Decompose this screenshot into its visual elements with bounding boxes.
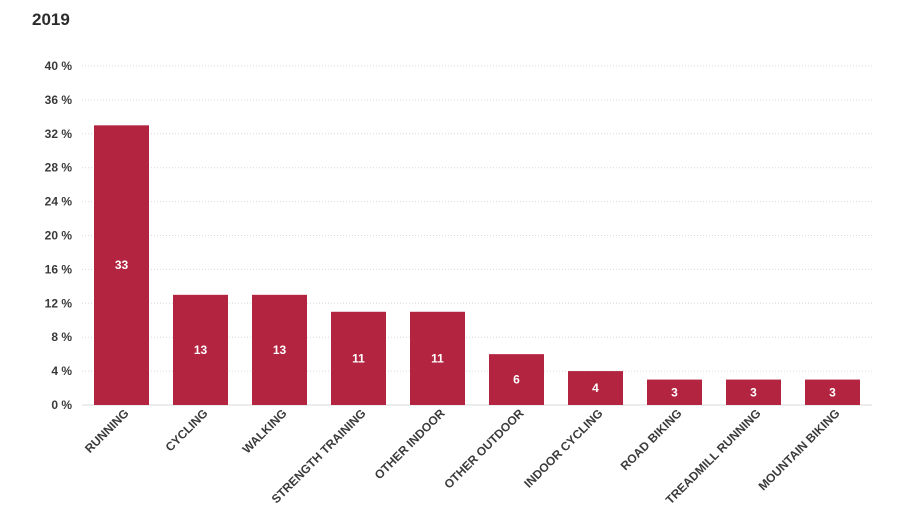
y-tick-label: 16 % — [45, 262, 73, 276]
bar — [726, 379, 781, 405]
bar — [410, 311, 465, 405]
data-label: 3 — [671, 385, 678, 399]
y-tick-label: 32 % — [45, 127, 73, 141]
data-label: 3 — [750, 385, 757, 399]
bar — [331, 311, 386, 405]
data-label: 11 — [352, 351, 365, 365]
y-tick-label: 36 % — [45, 93, 73, 107]
bar — [173, 294, 228, 405]
x-tick-label: ROAD BIKING — [618, 406, 685, 473]
data-label: 6 — [513, 373, 520, 387]
x-tick-label: CYCLING — [163, 406, 211, 454]
data-label: 33 — [115, 258, 129, 272]
y-tick-label: 24 % — [45, 195, 73, 209]
y-tick-label: 0 % — [51, 398, 72, 412]
bar — [568, 371, 623, 405]
y-tick-label: 20 % — [45, 229, 73, 243]
y-tick-label: 12 % — [45, 296, 73, 310]
bar — [805, 379, 860, 405]
x-tick-label: OTHER OUTDOOR — [441, 406, 527, 492]
y-tick-label: 40 % — [45, 59, 73, 73]
bar — [252, 294, 307, 405]
x-tick-label: WALKING — [240, 406, 290, 456]
data-label: 11 — [431, 351, 444, 365]
y-tick-label: 28 % — [45, 161, 73, 175]
x-tick-label: RUNNING — [82, 406, 131, 455]
bar — [489, 354, 544, 405]
y-tick-label: 8 % — [51, 330, 72, 344]
y-tick-label: 4 % — [51, 364, 72, 378]
x-tick-label: INDOOR CYCLING — [521, 406, 605, 490]
bar — [94, 125, 149, 405]
data-label: 4 — [592, 381, 599, 395]
x-tick-label: OTHER INDOOR — [372, 406, 448, 482]
data-label: 13 — [273, 343, 287, 357]
bar — [647, 379, 702, 405]
data-label: 3 — [829, 385, 836, 399]
data-label: 13 — [194, 343, 208, 357]
x-tick-label: MOUNTAIN BIKING — [756, 406, 843, 493]
chart-title: 2019 — [32, 10, 70, 29]
